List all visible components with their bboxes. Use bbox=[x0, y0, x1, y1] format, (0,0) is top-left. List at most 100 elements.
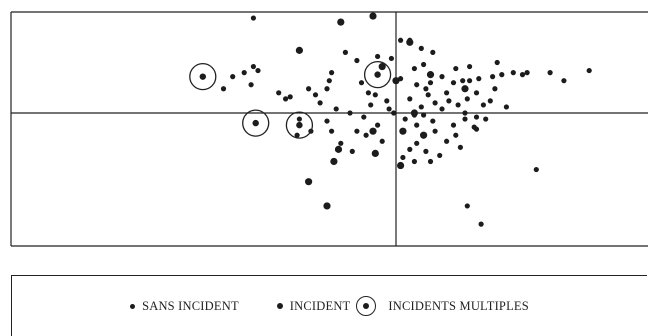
data-point-incident bbox=[392, 77, 400, 85]
data-point-sans-incident bbox=[446, 98, 452, 104]
data-point-sans-incident bbox=[306, 86, 312, 92]
data-point-sans-incident bbox=[487, 98, 493, 104]
data-point-incidents-multiples bbox=[363, 60, 392, 89]
data-point-sans-incident bbox=[255, 67, 261, 74]
data-point-incident bbox=[371, 149, 379, 157]
data-point-sans-incident bbox=[317, 100, 323, 106]
data-point-sans-incident bbox=[478, 221, 484, 227]
data-point-sans-incident bbox=[365, 90, 371, 96]
data-point-sans-incident bbox=[241, 70, 247, 76]
data-point-incident bbox=[406, 38, 414, 46]
data-point-sans-incident bbox=[418, 45, 424, 51]
data-point-sans-incident bbox=[379, 138, 385, 144]
data-point-sans-incident bbox=[453, 65, 459, 72]
data-point-sans-incident bbox=[464, 96, 470, 102]
data-point-sans-incident bbox=[411, 65, 417, 72]
data-point-sans-incident bbox=[467, 63, 473, 70]
data-point-incident bbox=[369, 12, 377, 20]
data-point-sans-incident bbox=[342, 49, 348, 56]
data-point-sans-incident bbox=[220, 86, 227, 92]
data-point-sans-incident bbox=[326, 78, 332, 84]
data-point-incident bbox=[330, 157, 338, 166]
legend-item-incident: INCIDENT bbox=[276, 298, 351, 314]
data-point-sans-incident bbox=[402, 116, 408, 122]
data-point-dot bbox=[374, 71, 381, 78]
data-point-sans-incident bbox=[388, 55, 394, 62]
data-point-incident bbox=[410, 109, 418, 117]
data-point-sans-incident bbox=[450, 122, 457, 128]
data-point-sans-incident bbox=[450, 80, 457, 86]
plot-frame bbox=[10, 11, 648, 247]
small-dot-icon bbox=[130, 303, 136, 309]
legend-row: SANS INCIDENT INCIDENT INCIDENTS MULTIPL… bbox=[12, 276, 647, 336]
data-point-sans-incident bbox=[329, 70, 335, 76]
data-point-sans-incident bbox=[411, 158, 417, 165]
data-point-sans-incident bbox=[427, 158, 434, 165]
data-point-incident bbox=[323, 202, 331, 210]
data-point-sans-incident bbox=[423, 148, 429, 154]
data-point-sans-incident bbox=[490, 74, 496, 80]
data-point-sans-incident bbox=[375, 122, 381, 128]
data-point-sans-incident bbox=[421, 61, 427, 68]
data-point-dot bbox=[296, 121, 303, 129]
data-point-sans-incident bbox=[358, 80, 365, 86]
data-point-incident bbox=[369, 127, 377, 135]
legend-label-incident: INCIDENT bbox=[289, 298, 351, 313]
legend-label-incidents-multiples: INCIDENTS MULTIPLES bbox=[388, 298, 529, 313]
data-point-sans-incident bbox=[414, 82, 420, 88]
large-dot-icon bbox=[276, 303, 283, 309]
data-point-sans-incident bbox=[476, 76, 482, 82]
data-point-incident bbox=[337, 18, 345, 26]
data-point-sans-incident bbox=[460, 78, 466, 84]
data-point-sans-incident bbox=[473, 114, 480, 120]
data-point-sans-incident bbox=[283, 96, 289, 102]
data-points bbox=[189, 12, 592, 227]
data-point-sans-incident bbox=[524, 70, 530, 76]
data-point-sans-incident bbox=[455, 102, 461, 108]
data-point-sans-incident bbox=[418, 104, 424, 110]
data-point-sans-incident bbox=[430, 118, 436, 124]
data-point-sans-incident bbox=[473, 126, 480, 132]
data-point-sans-incident bbox=[423, 86, 429, 92]
data-point-sans-incident bbox=[561, 78, 567, 84]
data-point-sans-incident bbox=[462, 116, 468, 122]
data-point-sans-incident bbox=[457, 144, 463, 150]
scatter-plot bbox=[10, 11, 648, 247]
data-point-sans-incident bbox=[329, 128, 335, 134]
data-point-sans-incident bbox=[398, 37, 404, 43]
data-point-dot bbox=[252, 119, 259, 127]
data-point-sans-incident bbox=[462, 110, 468, 116]
data-point-sans-incident bbox=[324, 86, 330, 92]
data-point-incidents-multiples bbox=[285, 111, 314, 139]
data-point-incident bbox=[334, 145, 343, 153]
data-point-sans-incident bbox=[312, 92, 319, 98]
data-point-sans-incident bbox=[372, 92, 378, 98]
legend: SANS INCIDENT INCIDENT INCIDENTS MULTIPL… bbox=[11, 275, 647, 336]
data-point-sans-incident bbox=[287, 94, 293, 100]
data-point-sans-incident bbox=[432, 128, 438, 134]
data-point-sans-incident bbox=[473, 90, 480, 96]
data-point-sans-incident bbox=[375, 53, 381, 60]
data-point-sans-incident bbox=[250, 63, 256, 70]
data-point-sans-incident bbox=[338, 140, 344, 146]
data-point-sans-incident bbox=[421, 112, 427, 118]
data-point-sans-incident bbox=[230, 74, 236, 80]
circled-dot-icon bbox=[356, 296, 377, 316]
data-point-incidents-multiples bbox=[189, 62, 217, 91]
data-point-sans-incident bbox=[349, 148, 355, 154]
data-point-ring bbox=[189, 62, 217, 91]
data-point-sans-incident bbox=[324, 118, 330, 124]
data-point-sans-incident bbox=[444, 90, 450, 96]
data-point-sans-incident bbox=[368, 102, 374, 108]
data-point-sans-incident bbox=[407, 96, 413, 102]
data-point-incident bbox=[461, 85, 469, 93]
data-point-sans-incident bbox=[354, 57, 360, 64]
data-point-sans-incident bbox=[480, 102, 486, 108]
data-point-sans-incident bbox=[276, 90, 282, 96]
data-point-sans-incident bbox=[453, 132, 459, 138]
data-point-sans-incident bbox=[347, 110, 353, 116]
data-point-sans-incident bbox=[430, 49, 436, 56]
data-point-ring bbox=[285, 111, 314, 139]
data-point-sans-incident bbox=[384, 98, 390, 104]
data-point-ring bbox=[363, 60, 392, 89]
